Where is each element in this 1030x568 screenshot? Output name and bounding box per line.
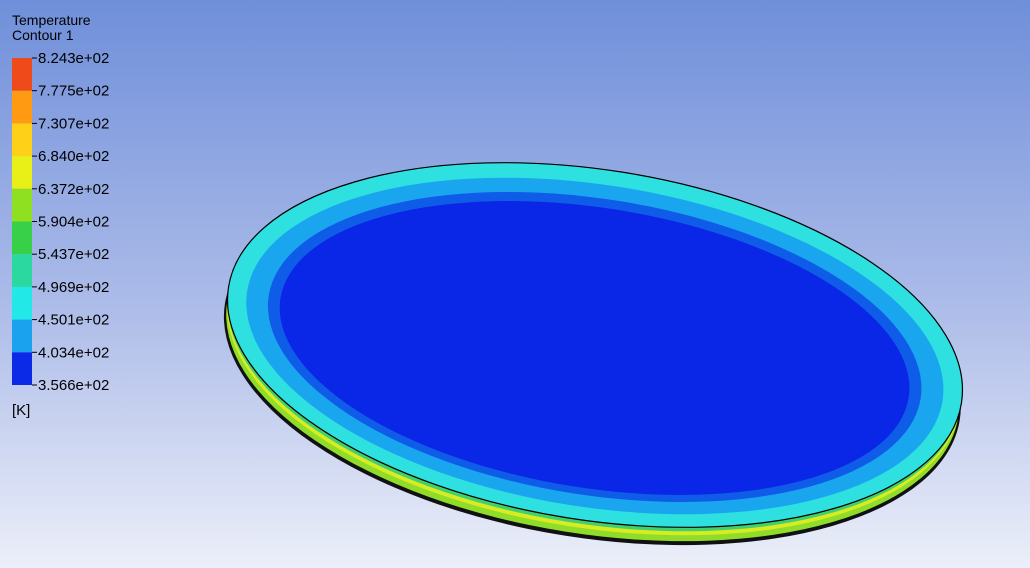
legend-tick-label: 6.372e+02 [38,181,109,198]
legend-tick-label: 4.501e+02 [38,312,109,329]
color-band [12,352,32,385]
color-band [12,156,32,189]
legend-title: Contour 1 [12,27,74,43]
color-band [12,254,32,287]
color-band [12,123,32,156]
viewport: Temperature Contour 1 [K] 8.243e+02 7.775… [0,0,1030,568]
legend-tick-label: 4.034e+02 [38,344,109,361]
legend-tick-label: 7.775e+02 [38,83,109,100]
color-band [12,58,32,91]
legend-tick-label: 8.243e+02 [38,50,109,67]
legend-tick-label: 5.904e+02 [38,214,109,231]
color-band [12,320,32,353]
color-band [12,91,32,124]
legend-tick-label: 6.840e+02 [38,148,109,165]
legend-tick-label: 7.307e+02 [38,115,109,132]
color-band [12,222,32,255]
legend-tick-label: 5.437e+02 [38,246,109,263]
legend-tick-label: 3.566e+02 [38,377,109,394]
legend-tick-label: 4.969e+02 [38,279,109,296]
legend-unit: [K] [12,402,30,419]
color-band [12,189,32,222]
legend-title: Temperature [12,12,91,28]
color-band [12,287,32,320]
